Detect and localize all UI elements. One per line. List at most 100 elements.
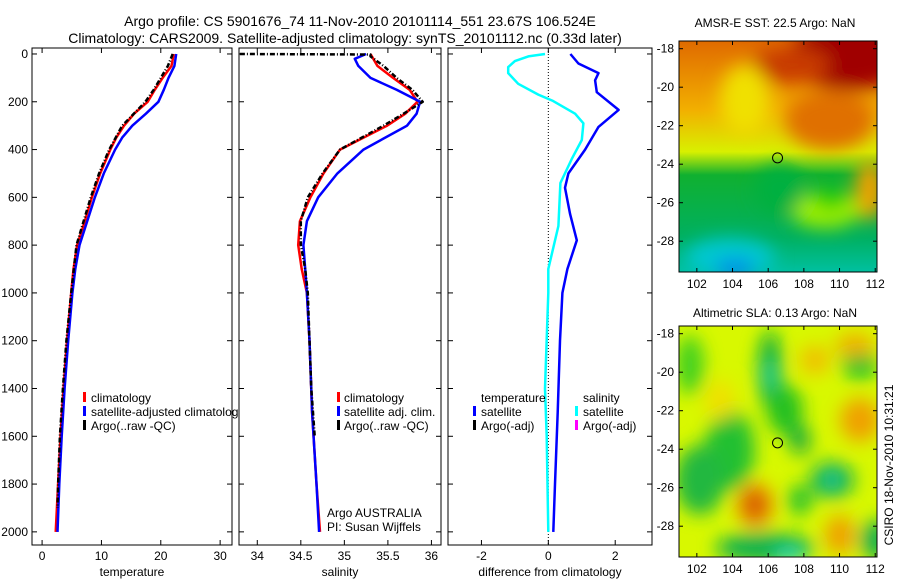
lat-tick-label: -18 [657, 327, 675, 341]
lat-tick-label: -22 [657, 119, 675, 133]
sst-map-image [679, 41, 877, 272]
lon-tick-label: 102 [687, 277, 707, 291]
legend-marker-satellite [83, 406, 86, 416]
y-tick-label: 800 [8, 238, 28, 252]
x-axis-label: salinity [322, 565, 359, 579]
legend-marker-satellite [337, 406, 340, 416]
y-tick-label: 400 [8, 143, 28, 157]
legend-label: Argo(..raw -QC) [344, 419, 429, 433]
y-tick-label: 600 [8, 190, 28, 204]
legend-group-title: salinity [583, 391, 620, 405]
legend-marker-temp-satellite [473, 406, 476, 416]
x-tick-label: 30 [213, 549, 227, 563]
figure-title-line1: Argo profile: CS 5901676_74 11-Nov-2010 … [124, 13, 596, 29]
y-tick-label: 1200 [1, 334, 28, 348]
y-tick-label: 1000 [1, 286, 28, 300]
legend-label: Argo(-adj) [583, 419, 636, 433]
temperature-legend: climatology satellite-adjusted climatolo… [83, 391, 244, 433]
x-tick-label: 35 [338, 549, 352, 563]
legend-label: satellite adj. clim. [344, 405, 435, 419]
sla-map-title: Altimetric SLA: 0.13 Argo: NaN [693, 306, 857, 320]
lat-tick-label: -26 [657, 481, 675, 495]
legend-marker-temp-argo [473, 420, 476, 430]
y-tick-label: 2000 [1, 525, 28, 539]
legend-label: satellite [481, 405, 522, 419]
plot-frame [31, 47, 233, 546]
lon-tick-label: 110 [830, 562, 849, 576]
legend-marker-argo [337, 420, 340, 430]
y-tick-label: 200 [8, 95, 28, 109]
footer-stamp: CSIRO 18-Nov-2010 10:31:21 [882, 384, 896, 545]
lon-tick-label: 112 [866, 562, 885, 576]
y-tick-label: 1400 [1, 381, 28, 395]
lon-tick-label: 108 [794, 562, 814, 576]
lat-tick-label: -26 [657, 196, 675, 210]
x-tick-label: 20 [154, 549, 168, 563]
x-tick-label: 34 [251, 549, 265, 563]
legend-label: satellite-adjusted climatology [91, 405, 244, 419]
argo-location-marker [772, 437, 784, 449]
series-argo-raw-qc- [239, 52, 424, 437]
lat-tick-label: -24 [657, 157, 675, 171]
legend-marker-climatology [83, 392, 86, 402]
lon-tick-label: 106 [758, 562, 778, 576]
x-axis-label: temperature [100, 565, 165, 579]
sst-map: AMSR-E SST: 22.5 Argo: NaN 102 104 106 108 1… [657, 16, 885, 291]
series-temperature-satellite [552, 53, 620, 532]
x-tick-label: 0 [545, 549, 552, 563]
lat-tick-label: -20 [657, 80, 675, 94]
y-tick-label: 0 [21, 47, 28, 61]
y-tick-label: 1800 [1, 477, 28, 491]
legend-label: Argo(-adj) [481, 419, 534, 433]
legend-label: climatology [91, 391, 151, 405]
lon-tick-label: 104 [722, 562, 742, 576]
lon-tick-label: 112 [866, 277, 885, 291]
salinity-legend: climatology satellite adj. clim. Argo(..… [327, 391, 435, 534]
lat-tick-label: -28 [657, 519, 675, 533]
salinity-panel: 34 34.5 35 35.5 36 salinity [238, 47, 442, 579]
lon-tick-label: 106 [758, 277, 778, 291]
difference-panel: -2 0 2 difference from climatology [447, 47, 653, 579]
x-tick-label: 0 [39, 549, 46, 563]
legend-label: satellite [583, 405, 624, 419]
sst-map-title: AMSR-E SST: 22.5 Argo: NaN [695, 16, 856, 30]
argo-location-marker [772, 152, 784, 164]
x-tick-label: 35.5 [376, 549, 400, 563]
series-satellite-adjusted-climatology [56, 53, 178, 532]
lat-tick-label: -18 [657, 42, 675, 56]
legend-label: Argo(..raw -QC) [91, 419, 176, 433]
plot-frame [447, 47, 653, 546]
lat-tick-label: -22 [657, 404, 675, 418]
series-salinity-satellite [506, 52, 585, 532]
lat-tick-label: -20 [657, 365, 675, 379]
x-tick-label: -2 [476, 549, 487, 563]
x-axis-label: difference from climatology [478, 565, 621, 579]
y-tick-label: 1600 [1, 429, 28, 443]
x-tick-label: 34.5 [289, 549, 313, 563]
legend-marker-sal-satellite [575, 406, 578, 416]
legend-group-title: temperature [481, 391, 546, 405]
series-satellite-adj-clim- [302, 52, 422, 532]
figure-title-line2: Climatology: CARS2009. Satellite-adjuste… [68, 30, 622, 46]
lat-tick-label: -28 [657, 234, 675, 248]
x-tick-label: 36 [425, 549, 439, 563]
lon-tick-label: 108 [794, 277, 814, 291]
lon-tick-label: 104 [722, 277, 742, 291]
difference-legend: temperature satellite Argo(-adj) salinit… [473, 391, 636, 433]
legend-marker-climatology [337, 392, 340, 402]
legend-label: climatology [344, 391, 404, 405]
x-tick-label: 2 [612, 549, 619, 563]
x-tick-label: 10 [95, 549, 109, 563]
temperature-panel: 0 10 20 30 temperature 0 200 400 600 800 1000 1200 1… [1, 47, 233, 579]
sla-map: Altimetric SLA: 0.13 Argo: NaN [657, 306, 885, 576]
annotation-pi: PI: Susan Wijffels [327, 520, 421, 534]
lat-tick-label: -24 [657, 442, 675, 456]
lon-tick-label: 110 [830, 277, 849, 291]
plot-frame [238, 47, 442, 546]
sla-map-image [679, 326, 877, 557]
legend-marker-sal-argo [575, 420, 578, 430]
lon-tick-label: 102 [687, 562, 707, 576]
annotation-program: Argo AUSTRALIA [327, 506, 422, 520]
